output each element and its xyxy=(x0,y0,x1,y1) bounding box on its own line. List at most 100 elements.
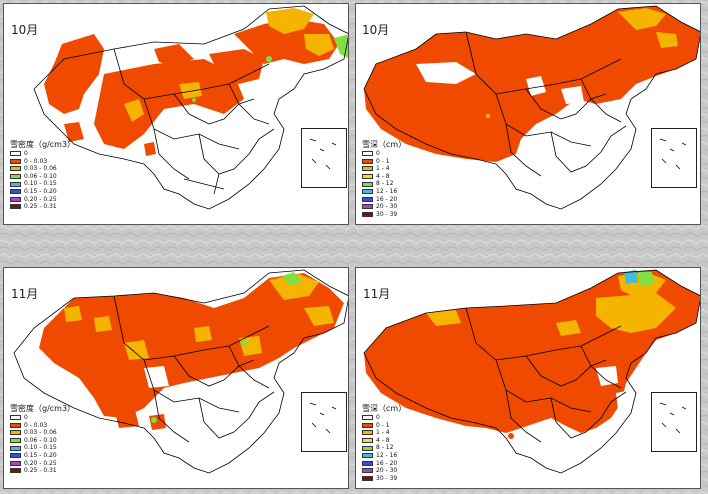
south-china-sea-inset xyxy=(651,128,697,188)
legend-label: 1 - 4 xyxy=(376,429,390,437)
legend-entry: 20 - 30 xyxy=(362,467,406,475)
legend-label: 0 - 0.03 xyxy=(24,157,48,165)
legend-swatch xyxy=(10,415,21,421)
legend-swatch xyxy=(362,468,373,474)
legend-entry: 0.03 - 0.06 xyxy=(10,165,75,173)
legend-entry: 20 - 30 xyxy=(362,203,406,211)
legend-swatch xyxy=(362,445,373,451)
legend-swatch xyxy=(10,460,21,466)
legend-entry: 0 xyxy=(10,150,75,158)
legend-entry: 0.25 - 0.31 xyxy=(10,467,75,475)
legend-swatch xyxy=(362,174,373,180)
china-map xyxy=(33,5,348,210)
legend-label: 16 - 20 xyxy=(376,459,398,467)
legend-label: 0.06 - 0.10 xyxy=(24,172,57,180)
legend-label: 20 - 30 xyxy=(376,203,398,211)
legend-label: 20 - 30 xyxy=(376,467,398,475)
legend-swatch xyxy=(10,166,21,172)
legend-swatch xyxy=(362,151,373,157)
legend-label: 0.03 - 0.06 xyxy=(24,165,57,173)
province-borders xyxy=(363,5,700,210)
legend-label: 4 - 8 xyxy=(376,436,390,444)
legend-entry: 16 - 20 xyxy=(362,460,406,468)
legend-entry: 0 xyxy=(362,150,406,158)
legend-label: 8 - 12 xyxy=(376,444,394,452)
legend-entry: 8 - 12 xyxy=(362,444,406,452)
legend-label: 8 - 12 xyxy=(376,180,394,188)
legend-title: 雪深（cm） xyxy=(362,140,407,149)
legend-swatch xyxy=(10,204,21,210)
legend-swatch xyxy=(10,430,21,436)
legend-entry: 0 - 1 xyxy=(362,422,406,430)
china-map xyxy=(363,5,700,210)
legend-entry: 30 - 39 xyxy=(362,475,406,483)
legend-entry: 0 xyxy=(10,414,75,422)
legend-label: 0 xyxy=(24,150,28,157)
legend-label: 0 xyxy=(24,414,28,421)
province-borders xyxy=(33,5,348,210)
legend-swatch xyxy=(10,438,21,444)
legend-entry: 0.06 - 0.10 xyxy=(10,437,75,445)
legend-swatch xyxy=(10,422,21,428)
legend-swatch xyxy=(362,189,373,195)
legend-label: 0.10 - 0.15 xyxy=(24,180,57,188)
legend-entry: 0 xyxy=(362,414,406,422)
legend-label: 1 - 4 xyxy=(376,165,390,173)
legend-label: 12 - 16 xyxy=(376,187,398,195)
legend-entry: 0.10 - 0.15 xyxy=(10,444,75,452)
legend-label: 12 - 16 xyxy=(376,451,398,459)
legend-entry: 0.15 - 0.20 xyxy=(10,188,75,196)
snow-fill xyxy=(364,270,700,439)
legend-swatch xyxy=(362,460,373,466)
legend-entry: 16 - 20 xyxy=(362,196,406,204)
legend-entry: 12 - 16 xyxy=(362,188,406,196)
legend-label: 0 xyxy=(376,414,380,421)
month-label: 11月 xyxy=(11,287,39,301)
legend-label: 4 - 8 xyxy=(376,172,390,180)
legend-label: 0.10 - 0.15 xyxy=(24,444,57,452)
legend-swatch xyxy=(10,445,21,451)
legend-entry: 0.25 - 0.31 xyxy=(10,203,75,211)
china-map xyxy=(13,269,348,474)
south-china-sea-inset xyxy=(301,392,347,452)
legend-swatch xyxy=(362,453,373,459)
legend-entry: 0.20 - 0.25 xyxy=(10,460,75,468)
legend-title: 雪密度（g/cm3） xyxy=(10,140,76,149)
legend-label: 0.20 - 0.25 xyxy=(24,195,57,203)
legend-label: 16 - 20 xyxy=(376,195,398,203)
legend-entry: 0.15 - 0.20 xyxy=(10,452,75,460)
legend-swatch xyxy=(10,174,21,180)
legend-label: 0 - 0.03 xyxy=(24,421,48,429)
legend-entry: 0 - 0.03 xyxy=(10,422,75,430)
legend-entry: 0 - 0.03 xyxy=(10,158,75,166)
legend-swatch xyxy=(10,189,21,195)
legend-entry: 0.20 - 0.25 xyxy=(10,196,75,204)
legend-swatch xyxy=(362,196,373,202)
legend-entry: 4 - 8 xyxy=(362,173,406,181)
legend-swatch xyxy=(10,453,21,459)
legend-swatch xyxy=(10,196,21,202)
legend-title: 雪密度（g/cm3） xyxy=(10,404,76,413)
legend-entry: 1 - 4 xyxy=(362,429,406,437)
legend-swatch xyxy=(362,166,373,172)
south-china-sea-inset xyxy=(301,128,347,188)
legend-label: 0 - 1 xyxy=(376,157,390,165)
legend-swatch xyxy=(362,181,373,187)
legend-swatch xyxy=(362,422,373,428)
legend-label: 0.06 - 0.10 xyxy=(24,436,57,444)
month-label: 10月 xyxy=(362,23,390,37)
legend-entry: 0 - 1 xyxy=(362,158,406,166)
legend-entry: 12 - 16 xyxy=(362,452,406,460)
legend-label: 0.15 - 0.20 xyxy=(24,187,57,195)
